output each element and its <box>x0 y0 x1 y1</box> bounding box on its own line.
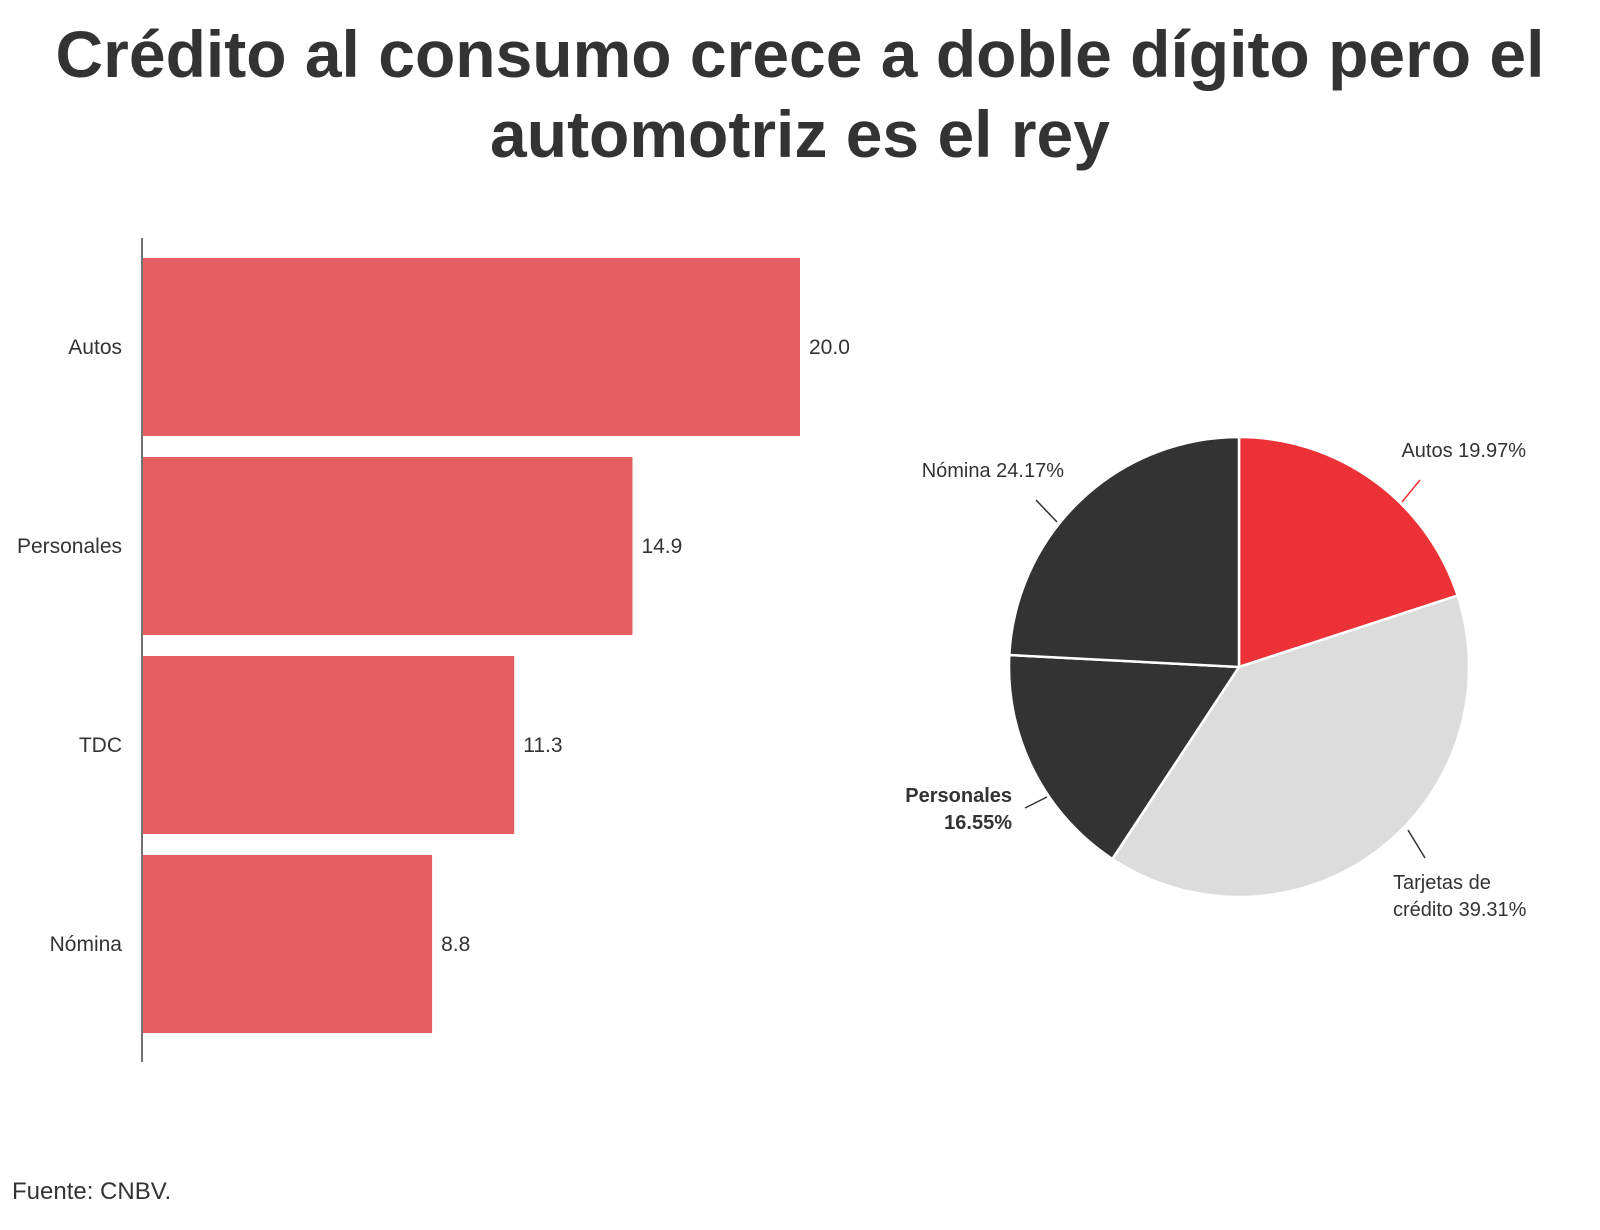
pie-leader-autos <box>1401 479 1421 503</box>
pie-slice-n-mina <box>1008 435 1241 669</box>
chart-title-line-2: automotriz es el rey <box>490 97 1110 171</box>
pie-label-personales-line-1: Personales <box>905 785 1012 807</box>
bar-chart: Autos 20.0 Personales 14.9 TDC 11.3 Nómina 8.8 <box>17 238 850 1062</box>
pie-chart: Autos 19.97% Tarjetas de crédito 39.31% Per… <box>905 435 1527 921</box>
value-label-tdc: 11.3 <box>523 734 562 757</box>
pie-label-tarjetas-de-cr-dito-line-2: crédito 39.31% <box>1393 899 1527 921</box>
value-label-personales: 14.9 <box>641 535 682 558</box>
pie-label-autos: Autos 19.97% <box>1401 440 1526 462</box>
bar-tdc <box>143 656 515 834</box>
bar-personales <box>143 457 633 635</box>
pie-label-personales: Personales 16.55% <box>905 785 1012 834</box>
pie-label-autos-line-1: Autos 19.97% <box>1401 440 1526 462</box>
category-label-tdc: TDC <box>79 734 122 757</box>
category-label-autos: Autos <box>68 336 122 359</box>
source-note: Fuente: CNBV. <box>12 1178 172 1205</box>
bar-autos <box>143 258 800 436</box>
category-label-personales: Personales <box>17 535 122 558</box>
pie-slice-personales <box>1007 653 1241 861</box>
chart-title-line-1: Crédito al consumo crece a doble dígito … <box>55 17 1545 91</box>
bar-n-mina <box>143 855 433 1033</box>
pie-label-n-mina: Nómina 24.17% <box>922 460 1065 482</box>
value-label-autos: 20.0 <box>809 336 850 359</box>
pie-label-tarjetas-de-cr-dito-line-1: Tarjetas de <box>1393 872 1491 894</box>
pie-leader-n-mina <box>1035 499 1058 523</box>
pie-label-tarjetas-de-cr-dito: Tarjetas de crédito 39.31% <box>1393 872 1527 921</box>
chart-title: Crédito al consumo crece a doble dígito … <box>0 14 1600 174</box>
pie-slice-autos <box>1237 435 1459 669</box>
value-label-n-mina: 8.8 <box>441 933 470 956</box>
pie-slice-tarjetas-de-cr-dito <box>1111 594 1471 899</box>
category-label-n-mina: Nómina <box>50 933 123 956</box>
pie-leader-tarjetas-de-cr-dito <box>1407 829 1426 859</box>
pie-leader-personales <box>1024 796 1048 809</box>
pie-label-n-mina-line-1: Nómina 24.17% <box>922 460 1065 482</box>
pie-label-personales-line-2: 16.55% <box>944 812 1012 834</box>
